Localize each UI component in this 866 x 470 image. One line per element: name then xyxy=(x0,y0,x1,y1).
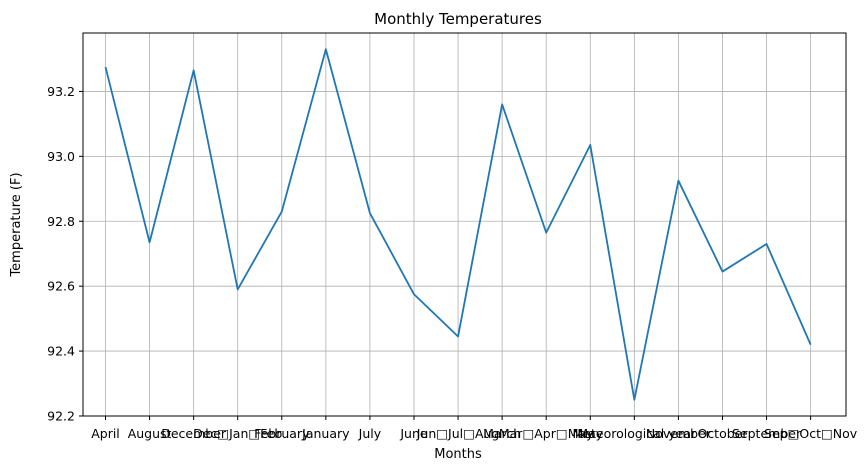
y-tick-label: 93.0 xyxy=(47,149,75,164)
x-tick-label: November xyxy=(646,426,712,441)
y-tick-label: 92.8 xyxy=(47,214,75,229)
y-tick-label: 93.2 xyxy=(47,84,75,99)
x-tick-label: October xyxy=(697,426,748,441)
x-tick-label: June xyxy=(399,426,428,441)
x-tick-label: May xyxy=(577,426,603,441)
x-tick-label: April xyxy=(91,426,120,441)
x-tick-label: Mar□Apr□May xyxy=(499,426,594,441)
x-tick-label: Meteorological year xyxy=(573,426,697,441)
x-tick-label: August xyxy=(128,426,172,441)
chart-title: Monthly Temperatures xyxy=(374,10,542,28)
x-tick-label: January xyxy=(301,426,350,441)
y-tick-label: 92.2 xyxy=(47,409,75,424)
x-tick-label: February xyxy=(254,426,310,441)
x-axis-ticks: April AugustDecemberDec□Jan□FebFebruaryJa… xyxy=(91,416,858,441)
series-layer xyxy=(104,48,812,401)
x-tick-label: Jun□Jul□Aug xyxy=(416,426,500,441)
y-axis-ticks: 92.2 92.4 92.6 92.8 93.0 93.2 xyxy=(47,84,83,424)
x-tick-label: March xyxy=(483,426,521,441)
x-tick-label: July xyxy=(358,426,382,441)
x-tick-label: September xyxy=(732,426,802,441)
y-tick-label: 92.6 xyxy=(47,279,75,294)
y-axis-label: Temperature (F) xyxy=(9,172,24,277)
x-axis-label: Months xyxy=(434,447,482,462)
x-tick-label: Dec□Jan□Feb xyxy=(193,426,282,441)
x-tick-label: December xyxy=(161,426,227,441)
y-tick-label: 92.4 xyxy=(47,344,75,359)
plot-frame xyxy=(82,32,847,417)
x-tick-label: Sep□Oct□Nov xyxy=(764,426,858,441)
